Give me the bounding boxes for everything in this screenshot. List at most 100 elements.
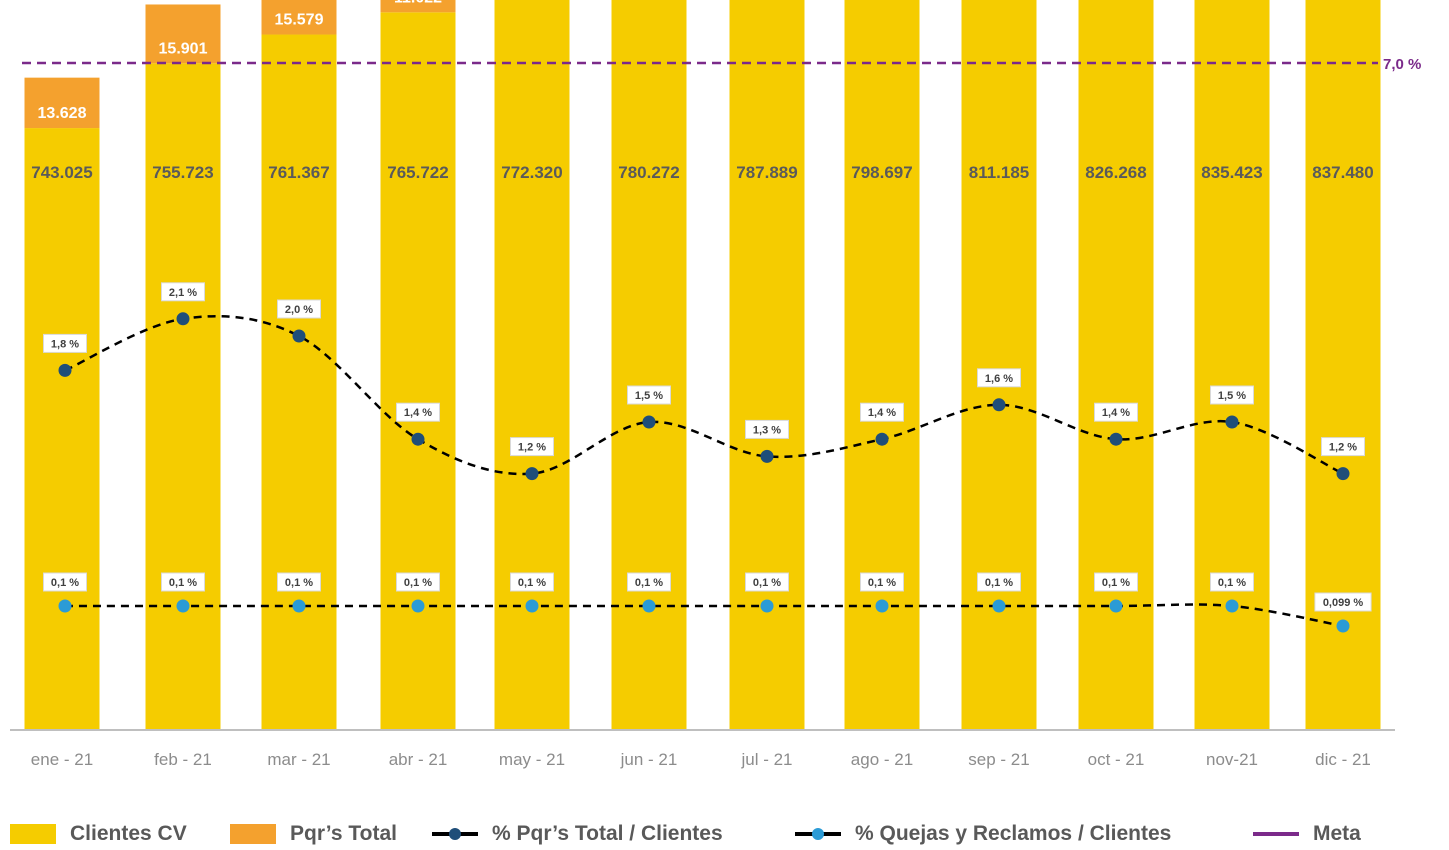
label-quejas-pct: 0,1 %	[169, 577, 197, 589]
point-quejas-pct	[1225, 599, 1239, 613]
point-quejas-pct	[992, 599, 1006, 613]
label-quejas-pct: 0,1 %	[51, 577, 79, 589]
x-tick-label: nov-21	[1206, 750, 1258, 769]
label-quejas-pct-box	[1094, 572, 1138, 592]
legend-item-pqr: Pqr’s Total	[230, 822, 397, 846]
point-pqr-pct	[875, 432, 889, 446]
label-pqr-pct: 1,5 %	[635, 390, 663, 402]
point-pqr-pct	[292, 329, 306, 343]
label-quejas-pct-box	[977, 572, 1021, 592]
bar-clientes	[1194, 0, 1270, 731]
label-quejas-pct-box	[161, 572, 205, 592]
bar-label-clientes: 837.480	[1312, 163, 1373, 182]
bar-label-pqr: 15.579	[275, 12, 324, 29]
line-pqr-pct	[64, 314, 1344, 476]
point-pqr-pct	[411, 432, 425, 446]
point-pqr-pct	[992, 398, 1006, 412]
point-pqr-pct	[176, 312, 190, 326]
point-quejas-pct	[176, 599, 190, 613]
x-tick-label: jun - 21	[620, 750, 678, 769]
bar-label-clientes: 787.889	[736, 163, 797, 182]
bar-clientes	[494, 0, 570, 731]
label-quejas-pct: 0,1 %	[1102, 577, 1130, 589]
label-quejas-pct: 0,1 %	[635, 577, 663, 589]
label-quejas-pct: 0,1 %	[985, 577, 1013, 589]
bar-label-clientes: 772.320	[501, 163, 562, 182]
legend-item-pqr-pct: % Pqr’s Total / Clientes	[432, 822, 723, 846]
label-quejas-pct-box	[1314, 592, 1372, 612]
x-tick-label: jul - 21	[740, 750, 792, 769]
label-pqr-pct-box	[1094, 402, 1138, 422]
legend-label-clientes: Clientes CV	[70, 822, 187, 845]
legend-item-quejas-pct: % Quejas y Reclamos / Clientes	[795, 822, 1171, 846]
legend-swatch-pqr	[230, 824, 276, 844]
label-quejas-pct: 0,1 %	[404, 577, 432, 589]
bar-clientes	[261, 34, 337, 730]
point-quejas-pct	[760, 599, 774, 613]
label-quejas-pct-box	[277, 572, 321, 592]
label-pqr-pct: 1,2 %	[1329, 442, 1357, 454]
label-quejas-pct-box	[745, 572, 789, 592]
label-quejas-pct: 0,1 %	[753, 577, 781, 589]
label-quejas-pct-box	[510, 572, 554, 592]
label-pqr-pct: 1,4 %	[868, 407, 896, 419]
x-tick-label: ago - 21	[851, 750, 913, 769]
x-tick-label: abr - 21	[389, 750, 448, 769]
label-quejas-pct-box	[627, 572, 671, 592]
bar-clientes	[844, 0, 920, 731]
point-quejas-pct	[1336, 619, 1350, 633]
label-pqr-pct-box	[977, 368, 1021, 388]
point-quejas-pct	[58, 599, 72, 613]
point-pqr-pct	[1336, 467, 1350, 481]
legend-swatch-clientes	[10, 824, 56, 844]
label-quejas-pct: 0,099 %	[1323, 597, 1364, 609]
label-pqr-pct: 1,5 %	[1218, 390, 1246, 402]
label-pqr-pct: 1,4 %	[404, 407, 432, 419]
point-quejas-pct	[1109, 599, 1123, 613]
x-tick-label: dic - 21	[1315, 750, 1371, 769]
x-tick-label: may - 21	[499, 750, 565, 769]
legend-label-pqr: Pqr’s Total	[290, 822, 397, 845]
label-pqr-pct-box	[627, 385, 671, 405]
label-pqr-pct: 1,3 %	[753, 424, 781, 436]
label-pqr-pct: 1,2 %	[518, 442, 546, 454]
label-pqr-pct: 1,6 %	[985, 373, 1013, 385]
label-quejas-pct-box	[396, 572, 440, 592]
legend-swatch-meta	[1253, 832, 1299, 836]
bar-label-clientes: 826.268	[1085, 163, 1146, 182]
bar-label-clientes: 835.423	[1201, 163, 1262, 182]
bar-pqr	[261, 0, 337, 35]
x-tick-label: mar - 21	[267, 750, 330, 769]
point-pqr-pct	[1109, 432, 1123, 446]
label-quejas-pct: 0,1 %	[285, 577, 313, 589]
label-quejas-pct-box	[860, 572, 904, 592]
legend-label-meta: Meta	[1313, 822, 1361, 845]
label-pqr-pct-box	[1321, 437, 1365, 457]
bar-clientes	[24, 128, 100, 730]
label-pqr-pct-box	[396, 402, 440, 422]
label-pqr-pct-box	[277, 299, 321, 319]
bar-label-clientes: 765.722	[387, 163, 448, 182]
meta-label: 7,0 %	[1383, 56, 1421, 73]
x-tick-label: oct - 21	[1088, 750, 1145, 769]
point-quejas-pct	[411, 599, 425, 613]
label-pqr-pct-box	[43, 333, 87, 353]
legend: Clientes CV Pqr’s Total % Pqr’s Total / …	[0, 818, 1449, 850]
legend-item-clientes: Clientes CV	[10, 822, 187, 846]
bar-label-clientes: 798.697	[851, 163, 912, 182]
bar-label-clientes: 755.723	[152, 163, 213, 182]
label-quejas-pct-box	[43, 572, 87, 592]
legend-label-pqr-pct: % Pqr’s Total / Clientes	[492, 822, 723, 845]
label-pqr-pct: 1,8 %	[51, 338, 79, 350]
legend-item-meta: Meta	[1253, 822, 1361, 846]
bar-label-pqr: 13.628	[38, 105, 87, 122]
label-pqr-pct: 2,1 %	[169, 287, 197, 299]
chart-area: 743.025 13.628 ene - 21 755.723 15.901 feb - …	[10, 0, 1421, 769]
point-pqr-pct	[525, 467, 539, 481]
point-quejas-pct	[292, 599, 306, 613]
bar-label-pqr: 15.901	[159, 40, 208, 57]
point-pqr-pct	[1225, 415, 1239, 429]
bar-pqr	[380, 0, 456, 13]
x-tick-label: feb - 21	[154, 750, 212, 769]
bar-clientes	[380, 12, 456, 730]
